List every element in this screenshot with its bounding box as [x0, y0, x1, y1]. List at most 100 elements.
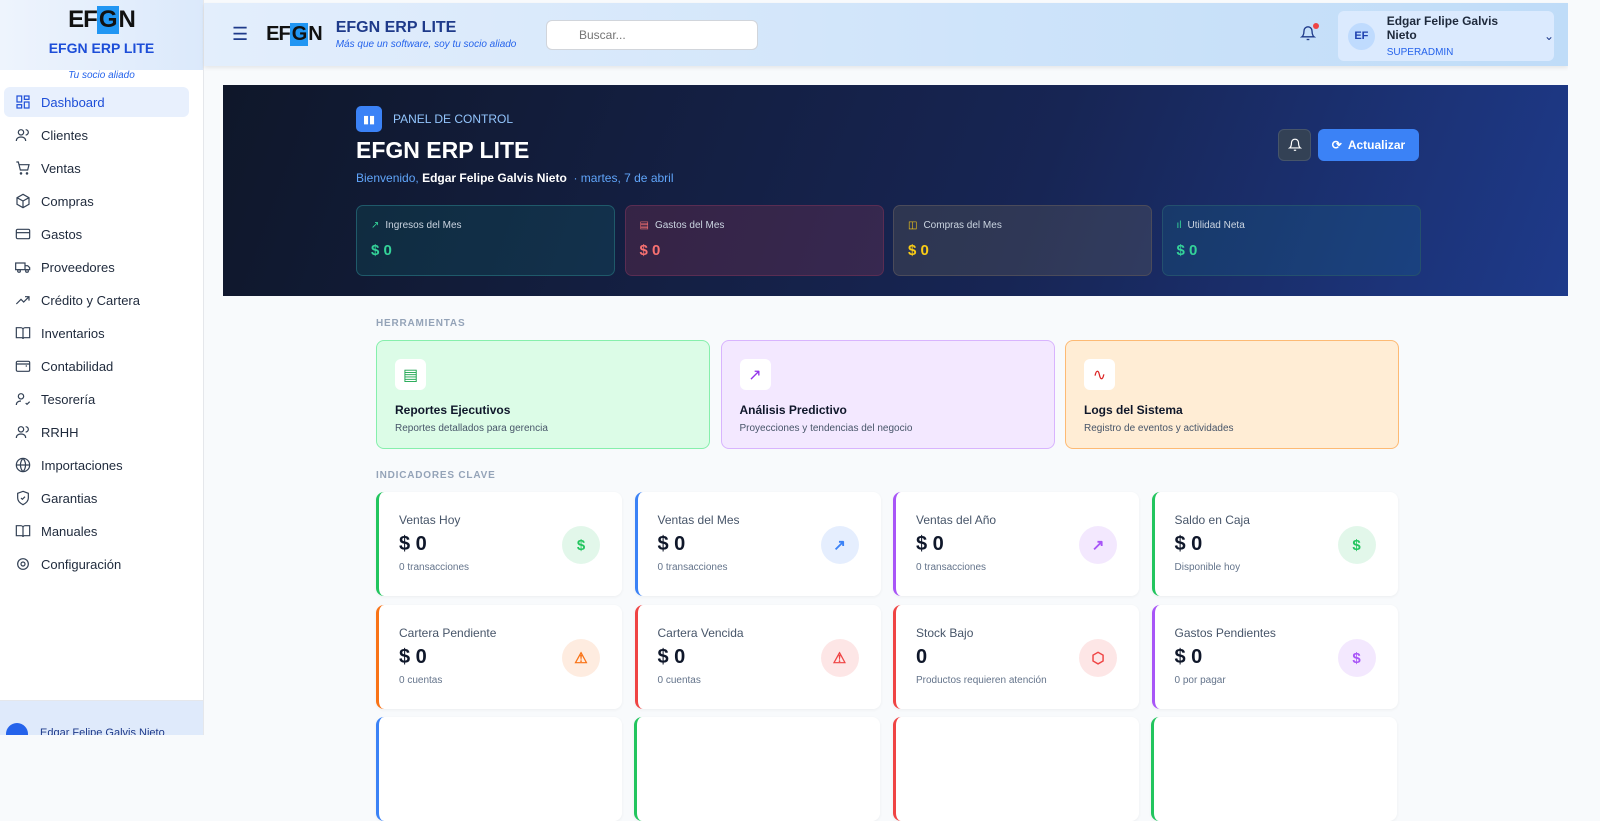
search-input[interactable]: [546, 20, 758, 50]
kpi-value: $ 0: [657, 646, 686, 668]
kpi-subtitle: 0 transacciones: [916, 562, 987, 573]
tool-title: Reportes Ejecutivos: [395, 403, 511, 417]
trending-up-icon: ↗: [1079, 526, 1117, 564]
dollar-icon: $: [562, 526, 600, 564]
menu-icon[interactable]: ☰: [232, 24, 249, 44]
sidebar-item-label: Garantias: [41, 490, 98, 506]
sidebar-user[interactable]: Edgar Felipe Galvis Nieto: [0, 700, 203, 735]
kpi-card-partial: [893, 717, 1139, 821]
notifications-button[interactable]: [1299, 23, 1319, 47]
kpi-card[interactable]: Saldo en Caja $ 0 Disponible hoy $: [1151, 492, 1398, 596]
sidebar-item-label: Inventarios: [41, 325, 105, 341]
user-name: Edgar Felipe Galvis Nieto: [1386, 14, 1499, 42]
avatar: EF: [1348, 22, 1375, 50]
kpi-card[interactable]: Cartera Vencida $ 0 0 cuentas ⚠: [634, 605, 881, 709]
sidebar-item-label: Importaciones: [41, 457, 123, 473]
sidebar-item-configuraci-n[interactable]: Configuración: [4, 549, 189, 579]
truck-icon: [15, 262, 31, 273]
scrollbar[interactable]: [1568, 0, 1600, 735]
kpi-card[interactable]: Gastos Pendientes $ 0 0 por pagar $: [1151, 605, 1398, 709]
kpi-title: Stock Bajo: [916, 626, 974, 640]
page-title: EFGN ERP LITE: [356, 137, 530, 163]
kpi-subtitle: 0 cuentas: [657, 675, 701, 686]
kpi-title: Cartera Vencida: [657, 626, 744, 640]
kpi-title: Ventas del Mes: [657, 513, 740, 527]
brand-title: EFGN ERP LITE: [48, 40, 155, 56]
user-role: SUPERADMIN: [1386, 47, 1454, 58]
refresh-button[interactable]: ⟳ Actualizar: [1318, 129, 1419, 161]
sidebar-item-label: Contabilidad: [41, 358, 114, 374]
header-logo: EF G N: [266, 23, 323, 46]
user-menu[interactable]: EF Edgar Felipe Galvis Nieto SUPERADMIN ⌄: [1338, 11, 1554, 61]
kpi-value: $ 0: [916, 533, 944, 555]
tool-title: Logs del Sistema: [1084, 403, 1183, 417]
sidebar-item-label: Configuración: [41, 556, 122, 572]
stat-value: $ 0: [371, 242, 392, 259]
kpi-card[interactable]: Cartera Pendiente $ 0 0 cuentas ⚠: [376, 605, 622, 709]
receipt-icon: ▤: [639, 220, 649, 231]
kpi-card[interactable]: Ventas Hoy $ 0 0 transacciones $: [376, 492, 622, 596]
sidebar-item-clientes[interactable]: Clientes: [4, 120, 189, 150]
tool-card[interactable]: ∿ Logs del Sistema Registro de eventos y a…: [1065, 340, 1399, 449]
kpi-subtitle: 0 transacciones: [657, 562, 728, 573]
sidebar-item-importaciones[interactable]: Importaciones: [4, 450, 189, 480]
hero-notifications-button[interactable]: [1278, 129, 1311, 161]
brand-logo: EF G N: [68, 6, 136, 34]
kpi-card[interactable]: Ventas del Año $ 0 0 transacciones ↗: [893, 492, 1139, 596]
kpi-subtitle: 0 por pagar: [1174, 675, 1226, 686]
sidebar-item-ventas[interactable]: Ventas: [4, 153, 189, 183]
trending-up-icon: ↗: [371, 220, 380, 231]
cart-icon: [16, 161, 30, 175]
sidebar-item-label: RRHH: [41, 424, 79, 440]
box-icon: [16, 193, 30, 209]
sidebar-item-label: Dashboard: [41, 94, 105, 110]
sidebar-item-gastos[interactable]: Gastos: [4, 219, 189, 249]
sidebar-item-compras[interactable]: Compras: [4, 186, 189, 216]
hero-banner: ▮▮ PANEL DE CONTROL EFGN ERP LITE Bienven…: [223, 85, 1568, 296]
stat-label: Compras del Mes: [923, 220, 1002, 231]
header-tagline: Más que un software, soy tu socio aliado: [335, 39, 517, 50]
notification-badge: [1313, 23, 1319, 29]
sidebar-item-manuales[interactable]: Manuales: [4, 516, 189, 546]
wallet-icon: [15, 360, 31, 372]
stat-card: ↗ Ingresos del Mes $ 0: [356, 205, 615, 276]
kpi-subtitle: 0 transacciones: [399, 562, 470, 573]
tool-card[interactable]: ▤ Reportes Ejecutivos Reportes detallados …: [376, 340, 710, 449]
book-icon: [15, 327, 31, 340]
tool-description: Registro de eventos y actividades: [1084, 423, 1234, 434]
kpi-subtitle: Productos requieren atención: [916, 675, 1047, 686]
kpis-heading: INDICADORES CLAVE: [376, 470, 496, 481]
globe-icon: [15, 457, 31, 473]
sidebar-item-inventarios[interactable]: Inventarios: [4, 318, 189, 348]
trending-up-icon: ↗: [739, 359, 771, 390]
tool-title: Análisis Predictivo: [739, 403, 847, 417]
package-icon: ⬡: [1079, 639, 1117, 677]
tool-card[interactable]: ↗ Análisis Predictivo Proyecciones y tende…: [720, 340, 1055, 449]
file-text-icon: ▤: [395, 359, 426, 390]
shield-icon: [17, 490, 29, 506]
stat-value: $ 0: [639, 242, 661, 259]
stat-card: ◫ Compras del Mes $ 0: [893, 205, 1152, 276]
kpi-card-partial: [634, 717, 880, 821]
sidebar-item-rrhh[interactable]: RRHH: [4, 417, 189, 447]
alert-triangle-icon: ⚠: [820, 639, 859, 677]
kpi-card[interactable]: Ventas del Mes $ 0 0 transacciones ↗: [634, 492, 881, 596]
sidebar-item-tesorer-a[interactable]: Tesorería: [4, 384, 189, 414]
sidebar-item-label: Ventas: [41, 160, 81, 176]
sidebar-item-proveedores[interactable]: Proveedores: [4, 252, 189, 282]
sidebar-item-label: Gastos: [41, 226, 83, 242]
sidebar-nav: Dashboard Clientes Ventas Compras Gastos Prov…: [0, 87, 203, 579]
kpi-card[interactable]: Stock Bajo 0 Productos requieren atención ⬡: [893, 605, 1139, 709]
bell-icon: [1299, 26, 1317, 41]
header-title: EFGN ERP LITE: [335, 19, 457, 36]
sidebar-item-dashboard[interactable]: Dashboard: [4, 87, 189, 117]
kpi-title: Ventas Hoy: [399, 513, 461, 527]
sidebar-item-contabilidad[interactable]: Contabilidad: [4, 351, 189, 381]
kpi-value: $ 0: [1174, 533, 1203, 555]
sidebar-item-cr-dito-y-cartera[interactable]: Crédito y Cartera: [4, 285, 189, 315]
sidebar-item-garantias[interactable]: Garantias: [4, 483, 189, 513]
bar-chart-icon: ıl: [1176, 220, 1182, 231]
stat-card: ▤ Gastos del Mes $ 0: [624, 205, 884, 276]
stat-label: Gastos del Mes: [654, 220, 725, 231]
sidebar-item-label: Crédito y Cartera: [41, 292, 140, 308]
